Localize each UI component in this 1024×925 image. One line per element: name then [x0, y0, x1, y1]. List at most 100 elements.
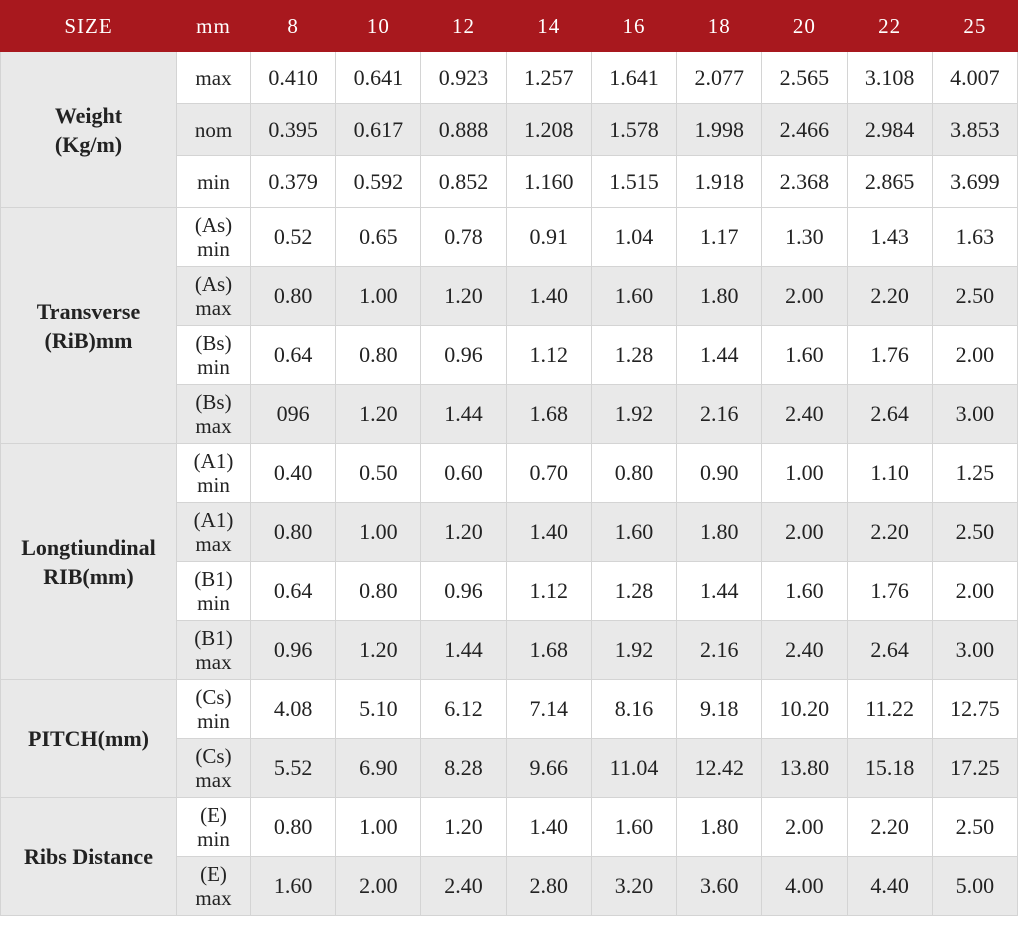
value-cell: 4.40 [846, 856, 933, 916]
table-row: (A1) max 0.80 1.00 1.20 1.40 1.60 1.80 2.00 2.20 2… [1, 502, 1019, 562]
group-label-line2: RIB(mm) [43, 563, 134, 589]
sub-label: (A1) min [176, 443, 251, 503]
group-label: PITCH(mm) [0, 679, 177, 798]
sub-label-line1: min [197, 169, 230, 194]
value-cell: 17.25 [931, 738, 1019, 798]
value-cell: 1.60 [590, 797, 678, 857]
value-cell: 1.12 [505, 561, 592, 621]
table-row: (Bs) max 096 1.20 1.44 1.68 1.92 2.16 2.40 2.64 3.… [1, 384, 1019, 444]
value-cell: 0.90 [676, 443, 763, 503]
table-row: PITCH(mm) (Cs) min 4.08 5.10 6.12 7.14 8.16 9.18… [0, 679, 1019, 798]
value-cell: 2.20 [846, 266, 933, 326]
value-cell: 1.60 [761, 561, 848, 621]
value-cell: 0.888 [420, 103, 507, 156]
sub-label-line1: (Bs) [195, 331, 232, 355]
header-unit-label: mm [176, 0, 251, 52]
sub-label: min [176, 155, 251, 208]
value-cell: 2.984 [846, 103, 933, 156]
value-cell: 2.00 [931, 561, 1019, 621]
value-cell: 096 [249, 384, 337, 444]
value-cell: 2.20 [846, 797, 933, 857]
value-cell: 2.64 [846, 384, 933, 444]
value-cell: 0.91 [505, 207, 592, 267]
sub-label-line1: max [195, 65, 232, 90]
value-cell: 0.60 [420, 443, 507, 503]
value-cell: 1.60 [590, 502, 678, 562]
header-size-cell: 8 [249, 0, 337, 52]
header-size-cell: 14 [505, 0, 592, 52]
value-cell: 0.64 [249, 325, 337, 385]
value-cell: 1.43 [846, 207, 933, 267]
value-cell: 2.80 [505, 856, 592, 916]
group-label-line1: PITCH(mm) [28, 726, 149, 751]
value-cell: 1.918 [676, 155, 763, 208]
table-row: Weight (Kg/m) max 0.410 0.641 0.923 1.257 1.641… [0, 51, 1019, 208]
value-cell: 2.50 [931, 797, 1019, 857]
value-cell: 2.16 [676, 620, 763, 680]
sub-label-line2: max [195, 886, 232, 910]
value-cell: 2.00 [761, 266, 848, 326]
sub-label-line1: (A1) [193, 508, 234, 532]
sub-label-line2: min [197, 827, 230, 851]
table-header: SIZE mm 8 10 12 14 16 18 20 22 25 [0, 0, 1019, 52]
table-row: (B1) max 0.96 1.20 1.44 1.68 1.92 2.16 2.40 2.64 3… [1, 620, 1019, 680]
value-cell: 1.40 [505, 797, 592, 857]
group-label-line1: Longtiundinal [21, 534, 156, 560]
table-row: (As) max 0.80 1.00 1.20 1.40 1.60 1.80 2.00 2.20 2… [1, 266, 1019, 326]
sub-label-line1: (As) [194, 213, 233, 237]
value-cell: 13.80 [761, 738, 848, 798]
value-cell: 0.70 [505, 443, 592, 503]
value-cell: 1.92 [590, 384, 678, 444]
value-cell: 0.80 [249, 266, 337, 326]
table-row: Ribs Distance (E) min 0.80 1.00 1.20 1.40 1.60 1… [0, 797, 1019, 916]
header-size-cell: 22 [846, 0, 933, 52]
value-cell: 0.96 [420, 561, 507, 621]
value-cell: 0.395 [249, 103, 337, 156]
sub-label: (As) min [176, 207, 251, 267]
table-row: nom 0.395 0.617 0.888 1.208 1.578 1.998 2.466 2.… [1, 103, 1019, 156]
value-cell: 0.40 [249, 443, 337, 503]
value-cell: 0.65 [335, 207, 422, 267]
sub-label: (A1) max [176, 502, 251, 562]
value-cell: 0.80 [335, 325, 422, 385]
value-cell: 1.10 [846, 443, 933, 503]
value-cell: 2.50 [931, 266, 1019, 326]
value-cell: 2.00 [761, 797, 848, 857]
value-cell: 0.379 [249, 155, 337, 208]
value-cell: 1.60 [590, 266, 678, 326]
value-cell: 0.50 [335, 443, 422, 503]
value-cell: 1.60 [249, 856, 337, 916]
sub-label-line2: min [197, 591, 230, 615]
value-cell: 3.108 [846, 51, 933, 104]
value-cell: 1.80 [676, 502, 763, 562]
value-cell: 1.68 [505, 620, 592, 680]
value-cell: 1.00 [335, 266, 422, 326]
value-cell: 6.90 [335, 738, 422, 798]
value-cell: 2.16 [676, 384, 763, 444]
table-row: (B1) min 0.64 0.80 0.96 1.12 1.28 1.44 1.60 1.76 2… [1, 561, 1019, 621]
sub-label-line1: (Cs) [195, 744, 232, 768]
group-label: Weight (Kg/m) [0, 51, 177, 208]
sub-label-line2: min [197, 237, 230, 261]
sub-label-line2: min [197, 355, 230, 379]
sub-label-line1: (E) [200, 862, 227, 886]
value-cell: 1.641 [590, 51, 678, 104]
sub-label-line1: (Bs) [195, 390, 232, 414]
group-label-line2: (Kg/m) [54, 131, 123, 157]
value-cell: 0.592 [335, 155, 422, 208]
sub-label-line2: max [195, 650, 232, 674]
sub-label-line2: min [197, 709, 230, 733]
value-cell: 1.76 [846, 561, 933, 621]
sub-label: (As) max [176, 266, 251, 326]
header-size-label: SIZE [0, 0, 177, 52]
group-label-line1: Transverse [36, 298, 141, 324]
value-cell: 8.16 [590, 679, 678, 739]
value-cell: 5.10 [335, 679, 422, 739]
value-cell: 1.80 [676, 797, 763, 857]
value-cell: 2.00 [761, 502, 848, 562]
header-size-cell: 18 [676, 0, 763, 52]
sub-label: (B1) max [176, 620, 251, 680]
value-cell: 0.641 [335, 51, 422, 104]
header-row: SIZE mm 8 10 12 14 16 18 20 22 25 [0, 0, 1019, 52]
